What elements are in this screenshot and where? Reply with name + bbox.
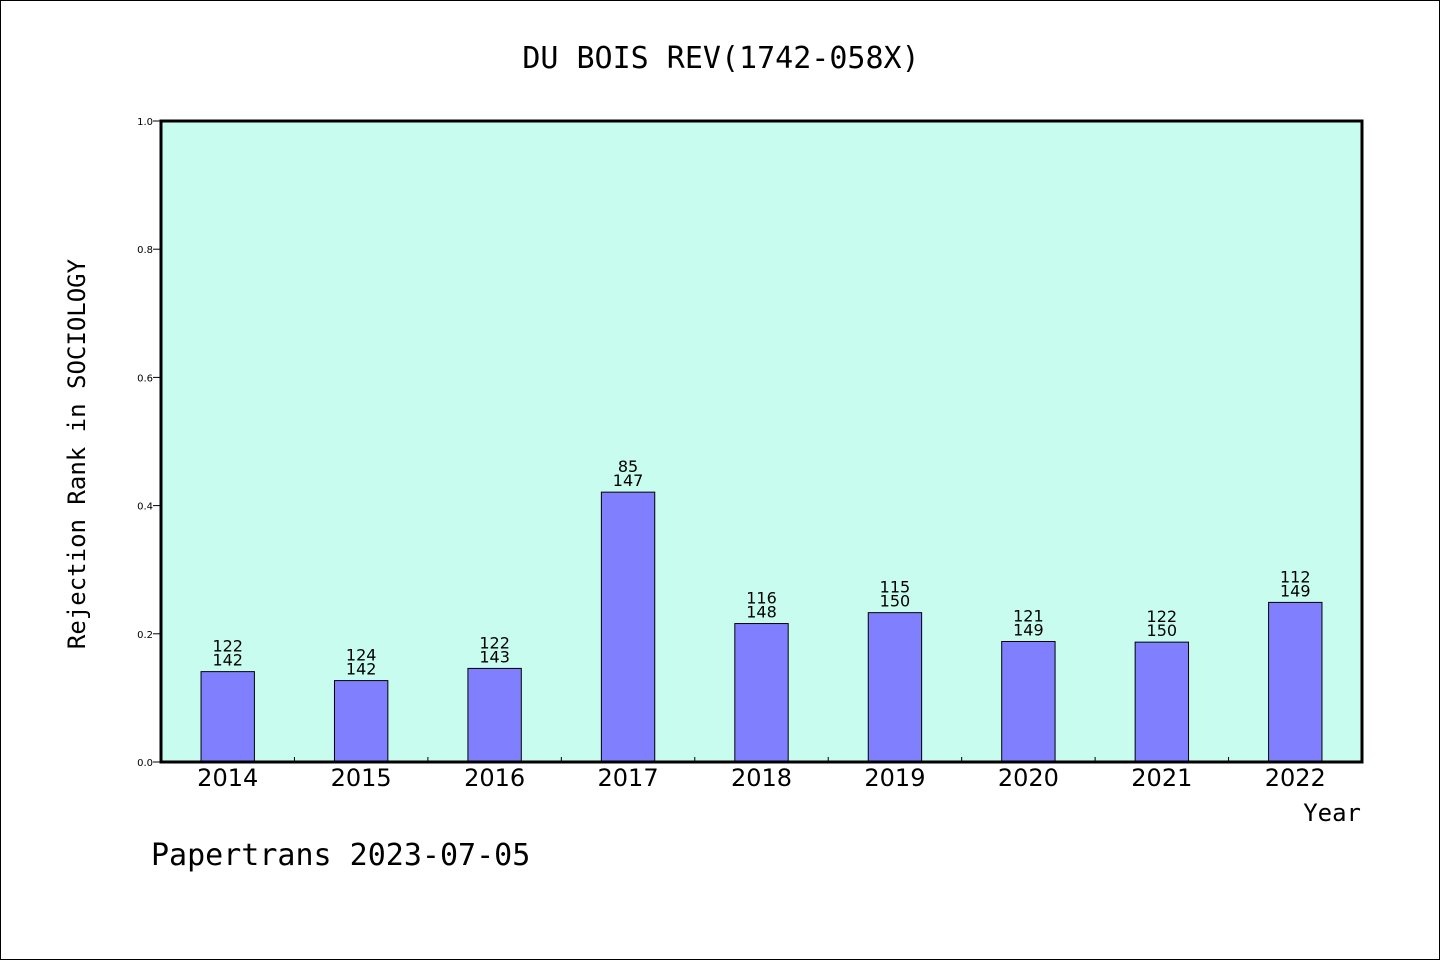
y-tick-label: 0.4 — [137, 502, 153, 513]
x-tick-label: 2022 — [1265, 764, 1326, 792]
bar-2016 — [467, 667, 522, 763]
bar-total-label: 149 — [1280, 581, 1311, 600]
y-tick-label: 0.6 — [137, 373, 153, 384]
y-tick-label: 0.0 — [137, 758, 153, 769]
y-tick-label: 0.2 — [137, 630, 153, 641]
chart-title: DU BOIS REV(1742-058X) — [522, 41, 919, 76]
bar-rank-label: 85 — [618, 457, 638, 476]
bar-rank-label: 124 — [346, 646, 377, 665]
bar-rank-label: 112 — [1280, 567, 1311, 586]
footer-text: Papertrans 2023-07-05 — [151, 838, 530, 873]
x-tick-label: 2021 — [1131, 764, 1192, 792]
x-axis-label: Year — [1303, 799, 1361, 827]
bar-rank-label: 122 — [479, 633, 510, 652]
bar-2022 — [1268, 601, 1323, 763]
bar-total-label: 143 — [479, 647, 510, 666]
x-tick-label: 2014 — [197, 764, 258, 792]
x-tick-label: 2018 — [731, 764, 792, 792]
bar-rank-label: 116 — [746, 589, 777, 608]
x-tick-label: 2015 — [331, 764, 392, 792]
bar-2018 — [734, 623, 789, 763]
bar-total-label: 150 — [1147, 621, 1178, 640]
bar-total-label: 148 — [746, 603, 777, 622]
plot-border — [159, 119, 1364, 764]
bar-rank-label: 122 — [1147, 607, 1178, 626]
bar-2020 — [1001, 640, 1056, 763]
x-tick-label: 2016 — [464, 764, 525, 792]
bar-total-label: 142 — [346, 660, 377, 679]
bar-2017 — [600, 491, 656, 763]
y-axis-label: Rejection Rank in SOCIOLOGY — [63, 258, 91, 649]
bar-total-label: 149 — [1013, 620, 1044, 639]
bar-total-label: 147 — [613, 471, 644, 490]
x-tick-label: 2017 — [598, 764, 659, 792]
bar-rank-label: 115 — [880, 578, 911, 597]
x-tick-label: 2019 — [864, 764, 925, 792]
bar-total-label: 142 — [212, 651, 243, 670]
x-tick-label: 2020 — [998, 764, 1059, 792]
bar-2019 — [867, 612, 923, 763]
bar-2014 — [200, 671, 255, 763]
chart-marks: 0.00.20.40.60.81.01421222014142124201514… — [137, 117, 1326, 792]
bar-rank-label: 122 — [212, 637, 243, 656]
y-tick-label: 1.0 — [137, 117, 153, 128]
bar-rank-label: 121 — [1013, 606, 1044, 625]
bar-total-label: 150 — [880, 592, 911, 611]
bar-2021 — [1134, 641, 1190, 763]
bar-2015 — [333, 680, 389, 763]
y-tick-label: 0.8 — [137, 245, 153, 256]
